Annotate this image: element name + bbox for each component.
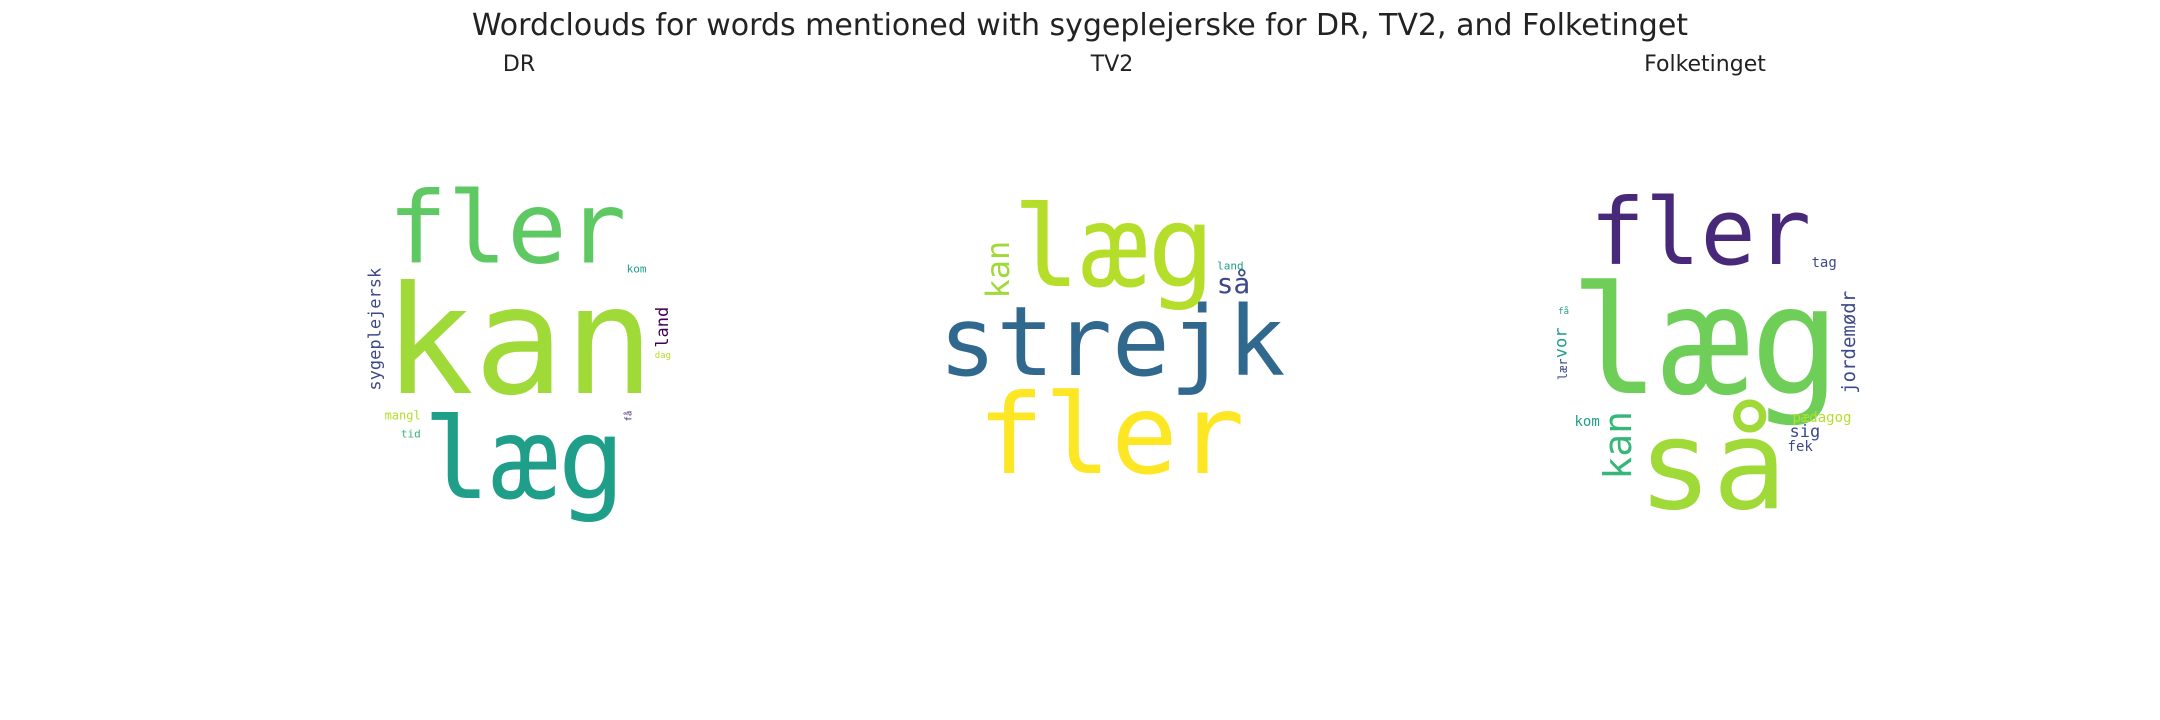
- word-så: så: [1217, 267, 1251, 300]
- word-få: få: [1558, 306, 1569, 317]
- word-mangl: mangl: [385, 408, 421, 422]
- word-kom: kom: [627, 263, 647, 276]
- word-dag: dag: [655, 351, 671, 361]
- panel-title-dr: DR: [502, 52, 536, 77]
- word-læg: læg: [423, 395, 625, 525]
- figure-title: Wordclouds for words mentioned with syge…: [471, 8, 1689, 43]
- word-vor: vor: [1551, 327, 1571, 358]
- panel-title-folketinget: Folketinget: [1644, 52, 1766, 77]
- word-så: så: [1638, 394, 1787, 538]
- panel-folketinget: Folketinget læg fler så kan pædagog sig jordem…: [1405, 52, 2005, 612]
- word-pædagog: pædagog: [1792, 410, 1851, 426]
- word-land: land: [1217, 259, 1244, 272]
- word-fler: fler: [388, 171, 626, 286]
- word-kan: kan: [979, 241, 1017, 299]
- word-sig: sig: [1789, 422, 1820, 442]
- word-strejk: strejk: [939, 286, 1286, 398]
- panel-dr: DR kan læg fler sygeplejersk mangl kom land tid…: [219, 52, 819, 612]
- word-fek: fek: [1788, 439, 1814, 455]
- word-få: få: [623, 411, 634, 422]
- word-fler: fler: [1590, 179, 1812, 286]
- word-lær: lær: [1556, 358, 1570, 380]
- panel-title-tv2: TV2: [1090, 52, 1134, 77]
- word-tid: tid: [401, 427, 421, 440]
- word-jordemødr: jordemødr: [1838, 291, 1860, 394]
- word-tag: tag: [1811, 255, 1836, 271]
- word-læg: læg: [1570, 255, 1841, 429]
- word-kan: kan: [1596, 411, 1640, 480]
- word-kan: kan: [384, 255, 655, 429]
- word-fler: fler: [977, 371, 1244, 500]
- word-kom: kom: [1574, 414, 1599, 430]
- panel-tv2: TV2 strejk læg fler kan så land: [812, 52, 1412, 612]
- word-sygeplejersk: sygeplejersk: [366, 268, 386, 391]
- word-læg: læg: [1013, 183, 1215, 313]
- word-land: land: [653, 307, 673, 348]
